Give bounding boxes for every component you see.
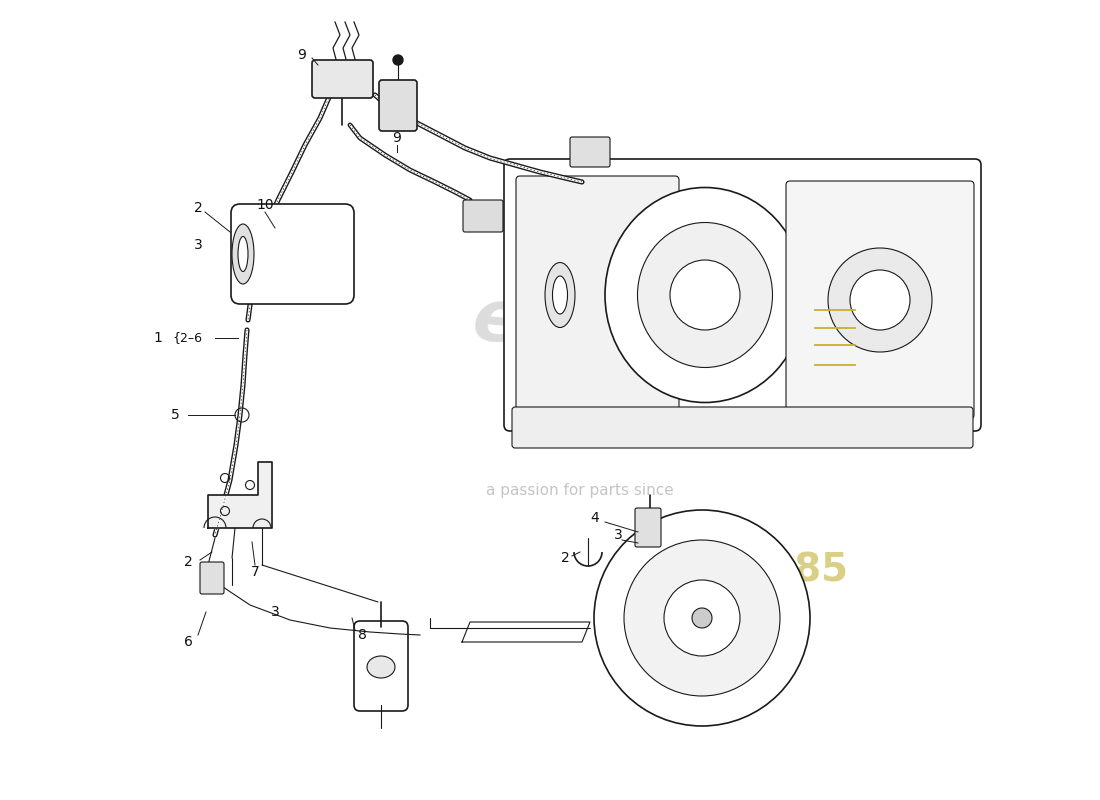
- Polygon shape: [208, 462, 272, 528]
- FancyBboxPatch shape: [786, 181, 974, 419]
- Ellipse shape: [605, 187, 805, 402]
- Ellipse shape: [367, 656, 395, 678]
- Circle shape: [393, 55, 403, 65]
- Text: 4: 4: [591, 511, 600, 525]
- FancyBboxPatch shape: [504, 159, 981, 431]
- FancyBboxPatch shape: [635, 508, 661, 547]
- Circle shape: [664, 580, 740, 656]
- Text: 8: 8: [358, 628, 366, 642]
- Text: 9: 9: [298, 48, 307, 62]
- Circle shape: [670, 260, 740, 330]
- Text: 7: 7: [251, 565, 260, 579]
- Text: 2: 2: [184, 555, 192, 569]
- Text: 10: 10: [256, 198, 274, 212]
- Circle shape: [850, 270, 910, 330]
- Text: 3: 3: [614, 528, 623, 542]
- Text: 1985: 1985: [741, 551, 849, 589]
- FancyBboxPatch shape: [312, 60, 373, 98]
- FancyBboxPatch shape: [200, 562, 224, 594]
- Circle shape: [828, 248, 932, 352]
- Circle shape: [624, 540, 780, 696]
- Ellipse shape: [638, 222, 772, 367]
- Text: 3: 3: [194, 238, 202, 252]
- FancyBboxPatch shape: [354, 621, 408, 711]
- Text: 5: 5: [170, 408, 179, 422]
- FancyBboxPatch shape: [463, 200, 503, 232]
- Ellipse shape: [552, 276, 568, 314]
- Text: 3: 3: [271, 605, 279, 619]
- FancyBboxPatch shape: [516, 176, 679, 414]
- Text: 2: 2: [561, 551, 570, 565]
- FancyBboxPatch shape: [231, 204, 354, 304]
- Text: 9: 9: [393, 131, 402, 145]
- Text: a passion for parts since: a passion for parts since: [486, 482, 674, 498]
- Text: {2–6: {2–6: [172, 331, 202, 345]
- FancyBboxPatch shape: [512, 407, 974, 448]
- Text: eurospares: eurospares: [470, 286, 931, 394]
- Circle shape: [692, 608, 712, 628]
- Ellipse shape: [238, 237, 248, 271]
- FancyBboxPatch shape: [379, 80, 417, 131]
- Circle shape: [594, 510, 810, 726]
- FancyBboxPatch shape: [570, 137, 611, 167]
- Ellipse shape: [232, 224, 254, 284]
- Text: 6: 6: [184, 635, 192, 649]
- Text: 2: 2: [194, 201, 202, 215]
- Text: 1: 1: [154, 331, 163, 345]
- Ellipse shape: [544, 262, 575, 327]
